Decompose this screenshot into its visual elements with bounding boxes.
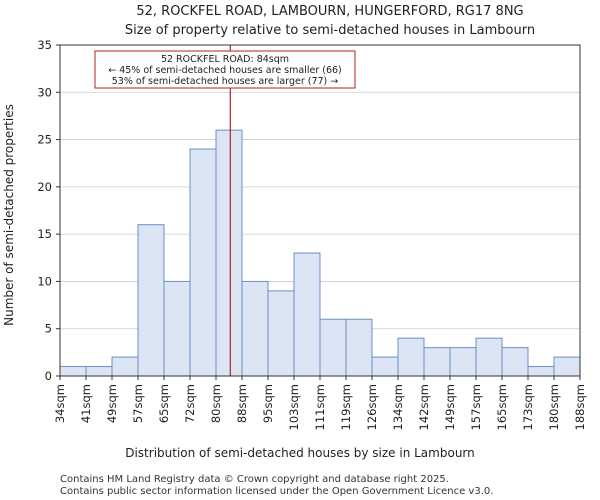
bars [59,129,581,377]
x-axis-ticks: 34sqm 41sqm 49sqm 57sqm 65sqm 72sqm 80sqm 88sqm… [53,376,587,430]
y-tick-label: 30 [37,85,52,99]
bar-57sqm [137,224,165,377]
x-tick-label: 173sqm [521,384,535,430]
bar-80sqm [215,129,243,377]
x-tick-label: 165sqm [495,384,509,430]
annotation-line-3: 53% of semi-detached houses are larger (… [112,76,339,87]
bar-180sqm [553,356,581,377]
chart-title: 52, ROCKFEL ROAD, LAMBOURN, HUNGERFORD, … [136,4,523,19]
bar-49sqm [111,356,139,377]
bar-149sqm [449,347,477,377]
footer-line-1: Contains HM Land Registry data © Crown c… [60,474,449,485]
annotation-box: 52 ROCKFEL ROAD: 84sqm ← 45% of semi-det… [94,50,356,89]
y-tick-label: 0 [45,369,52,383]
x-tick-label: 134sqm [391,384,405,430]
x-tick-label: 180sqm [547,384,561,430]
bar-103sqm [293,252,321,377]
y-tick-label: 20 [37,180,52,194]
bar-119sqm [345,318,373,377]
footer-line-2: Contains public sector information licen… [60,486,493,497]
bar-165sqm [501,347,529,377]
bar-72sqm [189,148,217,377]
y-tick-label: 35 [37,38,52,52]
bar-34sqm [59,366,87,377]
y-tick-label: 25 [37,133,52,147]
bar-157sqm [475,337,503,377]
bar-95sqm [267,290,295,377]
x-tick-label: 149sqm [443,384,457,430]
x-tick-label: 80sqm [209,384,223,423]
bar-173sqm [527,366,555,377]
y-axis-ticks: 0 5 10 15 20 25 30 35 [37,38,60,383]
bar-65sqm [163,280,191,377]
bar-142sqm [423,347,451,377]
annotation-line-1: 52 ROCKFEL ROAD: 84sqm [161,54,289,65]
bar-134sqm [397,337,425,377]
annotation-frame [94,50,356,89]
y-axis-label: Number of semi-detached properties [2,104,16,326]
x-tick-label: 49sqm [105,384,119,423]
chart-subtitle: Size of property relative to semi-detach… [125,23,535,38]
x-tick-label: 34sqm [53,384,67,423]
x-tick-label: 126sqm [365,384,379,430]
x-tick-label: 65sqm [157,384,171,423]
x-tick-label: 188sqm [573,384,587,430]
x-axis-label: Distribution of semi-detached houses by … [125,446,475,460]
x-tick-label: 119sqm [339,384,353,430]
y-tick-label: 10 [37,274,52,288]
bar-41sqm [85,366,113,377]
x-tick-label: 111sqm [313,384,327,430]
x-tick-label: 157sqm [469,384,483,430]
y-tick-label: 5 [45,322,52,336]
x-tick-label: 95sqm [261,384,275,423]
y-tick-label: 15 [37,227,52,241]
x-tick-label: 72sqm [183,384,197,423]
bar-111sqm [319,318,347,377]
x-tick-label: 88sqm [235,384,249,423]
annotation-line-2: ← 45% of semi-detached houses are smalle… [108,65,342,76]
bar-88sqm [241,280,269,377]
x-tick-label: 103sqm [287,384,301,430]
x-tick-label: 41sqm [79,384,93,423]
x-tick-label: 57sqm [131,384,145,423]
x-tick-label: 142sqm [417,384,431,430]
bar-126sqm [371,356,399,377]
